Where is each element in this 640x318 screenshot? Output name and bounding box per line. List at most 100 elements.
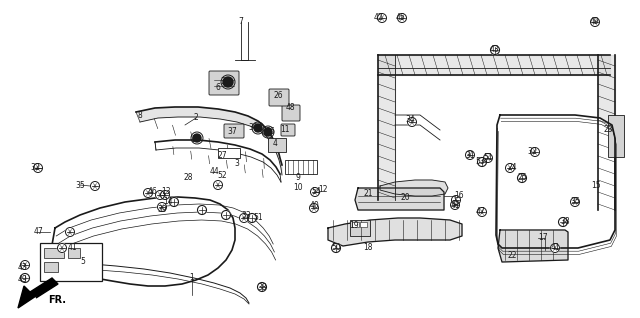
Text: 33: 33 <box>241 211 251 219</box>
FancyBboxPatch shape <box>269 89 289 106</box>
Text: 27: 27 <box>217 150 227 160</box>
Circle shape <box>143 189 152 197</box>
Text: 15: 15 <box>591 181 601 190</box>
Circle shape <box>156 190 164 199</box>
Text: 37: 37 <box>227 128 237 136</box>
Polygon shape <box>598 55 615 210</box>
Circle shape <box>506 163 515 172</box>
Circle shape <box>65 227 74 237</box>
Circle shape <box>20 273 29 282</box>
Text: 5: 5 <box>81 258 85 266</box>
Text: 3: 3 <box>235 160 239 169</box>
Polygon shape <box>52 197 235 286</box>
Circle shape <box>221 211 230 219</box>
Text: 43: 43 <box>490 45 500 54</box>
Text: 49: 49 <box>17 275 27 285</box>
Text: 53: 53 <box>475 157 485 167</box>
Text: 4: 4 <box>273 139 277 148</box>
Bar <box>285 160 317 174</box>
Polygon shape <box>136 107 282 175</box>
Text: 28: 28 <box>183 174 193 183</box>
Text: 20: 20 <box>400 193 410 203</box>
Polygon shape <box>496 115 615 248</box>
Text: 41: 41 <box>550 244 560 252</box>
Text: 13: 13 <box>161 188 171 197</box>
Text: 50: 50 <box>331 244 341 252</box>
Circle shape <box>477 208 486 217</box>
Circle shape <box>310 188 319 197</box>
Text: 18: 18 <box>364 244 372 252</box>
Text: 8: 8 <box>138 110 142 120</box>
Circle shape <box>332 244 340 252</box>
Text: 41: 41 <box>67 244 77 252</box>
Circle shape <box>591 17 600 26</box>
Text: 17: 17 <box>538 233 548 243</box>
Bar <box>44 248 64 258</box>
Text: 47: 47 <box>475 208 485 217</box>
Circle shape <box>397 13 406 23</box>
Bar <box>268 138 286 152</box>
Circle shape <box>378 13 387 23</box>
FancyBboxPatch shape <box>224 124 244 138</box>
Circle shape <box>20 260 29 269</box>
Circle shape <box>248 213 257 223</box>
Text: FR.: FR. <box>48 295 66 305</box>
Bar <box>360 222 367 227</box>
Text: 7: 7 <box>239 17 243 26</box>
Text: 49: 49 <box>590 17 600 26</box>
Bar <box>352 222 359 227</box>
Text: 34: 34 <box>405 115 415 125</box>
Text: 32: 32 <box>527 148 537 156</box>
Circle shape <box>451 201 460 210</box>
Bar <box>218 148 240 158</box>
Circle shape <box>550 244 559 252</box>
Circle shape <box>477 157 486 167</box>
Circle shape <box>90 182 99 190</box>
Circle shape <box>161 190 170 199</box>
Text: 30: 30 <box>248 123 258 133</box>
Text: 23: 23 <box>603 126 613 135</box>
Circle shape <box>570 197 579 206</box>
Text: 16: 16 <box>454 190 464 199</box>
FancyBboxPatch shape <box>282 105 300 121</box>
Text: 39: 39 <box>157 205 167 215</box>
Bar <box>68 248 80 258</box>
Polygon shape <box>498 230 568 262</box>
Text: 9: 9 <box>296 174 300 183</box>
Polygon shape <box>380 180 448 196</box>
Circle shape <box>559 218 568 226</box>
Text: 26: 26 <box>273 91 283 100</box>
Text: 21: 21 <box>364 189 372 197</box>
Text: 38: 38 <box>560 218 570 226</box>
Circle shape <box>214 181 223 190</box>
Text: 2: 2 <box>194 114 198 122</box>
Text: 11: 11 <box>280 126 290 135</box>
Circle shape <box>531 148 540 156</box>
Circle shape <box>264 128 272 136</box>
Circle shape <box>408 117 417 127</box>
Polygon shape <box>378 55 610 75</box>
Text: 52: 52 <box>217 170 227 179</box>
Text: 35: 35 <box>570 197 580 206</box>
Circle shape <box>483 154 493 162</box>
Text: 10: 10 <box>293 183 303 192</box>
Text: 47: 47 <box>33 227 43 237</box>
Circle shape <box>239 213 248 223</box>
Polygon shape <box>328 218 462 246</box>
Text: 54: 54 <box>311 188 321 197</box>
Text: 25: 25 <box>517 174 527 183</box>
Text: 43: 43 <box>17 264 27 273</box>
Circle shape <box>257 282 266 292</box>
FancyBboxPatch shape <box>209 71 239 95</box>
Text: 46: 46 <box>147 188 157 197</box>
Bar <box>350 220 370 236</box>
Text: 51: 51 <box>483 154 493 162</box>
Bar <box>40 243 102 281</box>
Text: 24: 24 <box>507 163 517 172</box>
Circle shape <box>157 203 166 211</box>
Text: 29: 29 <box>191 135 201 144</box>
Text: 38: 38 <box>220 78 230 86</box>
Text: 44: 44 <box>210 168 220 176</box>
Text: 1: 1 <box>189 273 195 282</box>
Circle shape <box>170 197 179 206</box>
